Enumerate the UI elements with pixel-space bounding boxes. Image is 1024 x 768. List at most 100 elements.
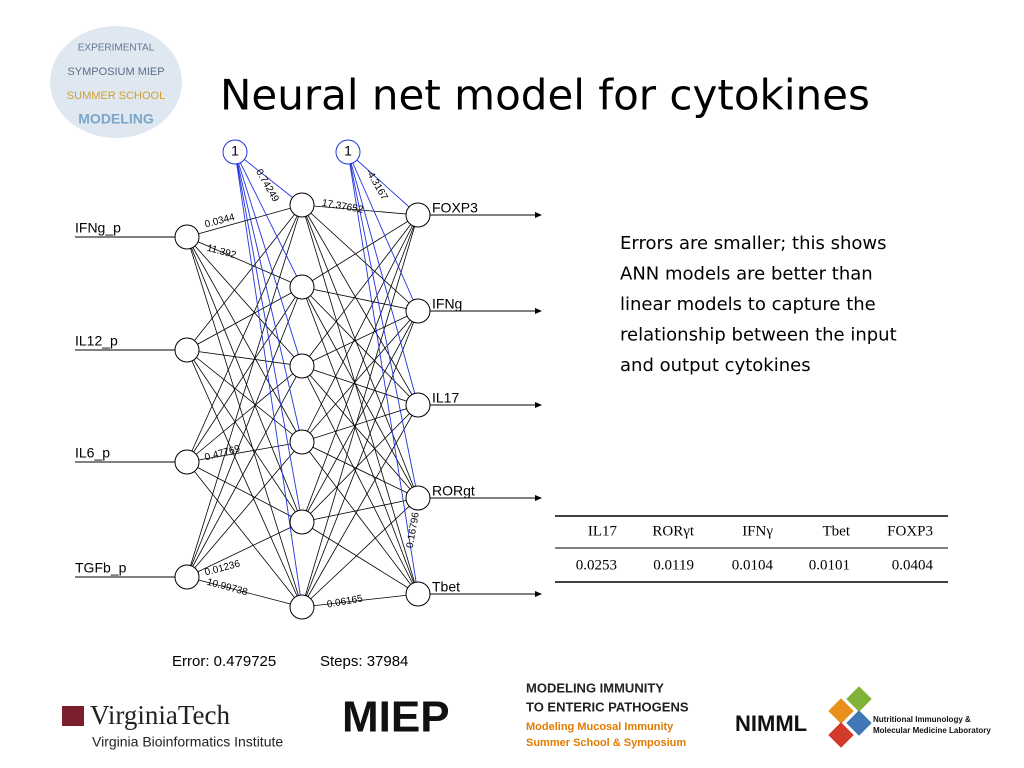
output-label: IL17 <box>432 390 459 406</box>
bias-edge <box>234 151 303 523</box>
edge <box>301 286 419 406</box>
description-line: and output cytokines <box>620 355 811 376</box>
edge <box>301 286 419 499</box>
error-table: IL17 RORγt IFNγ Tbet FOXP3 0.0253 0.0119 0.0104… <box>555 515 948 583</box>
edge <box>301 214 419 608</box>
edge <box>301 404 419 608</box>
edge <box>301 204 419 312</box>
edge <box>301 521 419 595</box>
bias-edge <box>347 151 419 595</box>
bias-edge <box>347 151 419 216</box>
edge <box>186 349 303 523</box>
weight-label: -4.3167 <box>363 167 390 202</box>
weight-label: 0.01236 <box>204 558 242 578</box>
input-node <box>174 564 200 590</box>
edge <box>186 349 303 443</box>
edge <box>301 204 419 595</box>
output-label: RORgt <box>432 483 475 499</box>
miep-logo: MIEP <box>342 693 450 742</box>
output-node <box>405 581 431 607</box>
input-label: TGFb_p <box>75 560 127 576</box>
nimml-logo: NIMML <box>735 711 807 736</box>
input-label: IL6_p <box>75 445 110 461</box>
slide-title: Neural net model for cytokines <box>220 71 870 120</box>
edge <box>301 441 419 499</box>
description-line: relationship between the input <box>620 325 897 346</box>
edge <box>186 349 303 367</box>
edge <box>186 461 303 608</box>
nimml-line: Molecular Medicine Laboratory <box>873 726 991 735</box>
table-header: IL17 <box>588 523 618 539</box>
weight-label: 0.16796 <box>405 511 422 549</box>
input-node <box>174 449 200 475</box>
edge <box>186 365 303 578</box>
bias-edge <box>234 151 303 288</box>
vt-shield <box>62 706 84 726</box>
edge <box>186 286 303 463</box>
error-label: Error: 0.479725 <box>172 653 276 670</box>
output-node <box>405 202 431 228</box>
weight-label: 10.99738 <box>206 577 250 599</box>
table-header: Tbet <box>823 523 851 539</box>
miep-line: Modeling Mucosal Immunity <box>526 721 674 733</box>
hidden-node <box>289 509 315 535</box>
bias-label: 1 <box>344 143 352 159</box>
bias-edge <box>347 151 419 312</box>
edge <box>301 310 419 443</box>
bias-edge <box>347 151 419 406</box>
edge <box>301 204 419 406</box>
input-label: IFNg_p <box>75 220 121 236</box>
edge <box>186 204 303 578</box>
nimml-line: Nutritional Immunology & <box>873 715 971 724</box>
output-label: FOXP3 <box>432 200 478 216</box>
badge: EXPERIMENTAL SYMPOSIUM MIEP SUMMER SCHOO… <box>50 26 182 138</box>
edge <box>186 236 303 608</box>
edge <box>186 236 303 288</box>
bias-edge <box>234 151 303 206</box>
badge-word: EXPERIMENTAL <box>78 43 155 54</box>
output-node <box>405 298 431 324</box>
output-node <box>405 485 431 511</box>
edge <box>186 236 303 443</box>
edge <box>301 497 419 523</box>
arrow-head <box>535 308 542 314</box>
edge <box>301 497 419 608</box>
edge <box>186 441 303 578</box>
miep-line: TO ENTERIC PATHOGENS <box>526 699 689 714</box>
hidden-node <box>289 594 315 620</box>
edge <box>186 461 303 523</box>
edge <box>186 349 303 608</box>
edge <box>301 214 419 443</box>
badge-word: MODELING <box>78 111 154 127</box>
output-node <box>405 392 431 418</box>
weight-label: 0.06165 <box>326 593 364 610</box>
edge <box>301 310 419 608</box>
arrow-head <box>535 402 542 408</box>
bias-edge <box>234 151 303 608</box>
edge <box>186 365 303 463</box>
edge <box>301 310 419 367</box>
edge <box>301 441 419 595</box>
edge <box>186 204 303 351</box>
bias-edge <box>347 151 419 499</box>
vt-name: VirginiaTech <box>90 700 230 730</box>
edge <box>301 214 419 523</box>
edge <box>186 204 303 463</box>
footer: VirginiaTech Virginia Bioinformatics Ins… <box>62 680 991 750</box>
weight-label: 11.392 <box>206 243 238 261</box>
arrow-head <box>535 591 542 597</box>
network: IFNg_p IL12_p IL6_p TGFb_p FOXP3 IFNg IL17 RORg… <box>75 139 542 670</box>
nimml-mark <box>828 686 872 748</box>
output-label: Tbet <box>432 579 460 595</box>
edge <box>186 286 303 578</box>
description-line: linear models to capture the <box>620 294 876 315</box>
description-line: ANN models are better than <box>620 264 873 285</box>
description-line: Errors are smaller; this shows <box>620 233 886 254</box>
miep-line: MODELING IMMUNITY <box>526 680 664 695</box>
table-cell: 0.0119 <box>653 557 694 573</box>
steps-label: Steps: 37984 <box>320 653 408 670</box>
table-header: RORγt <box>652 523 694 539</box>
weight-label: 0.74249 <box>253 167 281 204</box>
badge-word: SYMPOSIUM MIEP <box>67 66 164 78</box>
